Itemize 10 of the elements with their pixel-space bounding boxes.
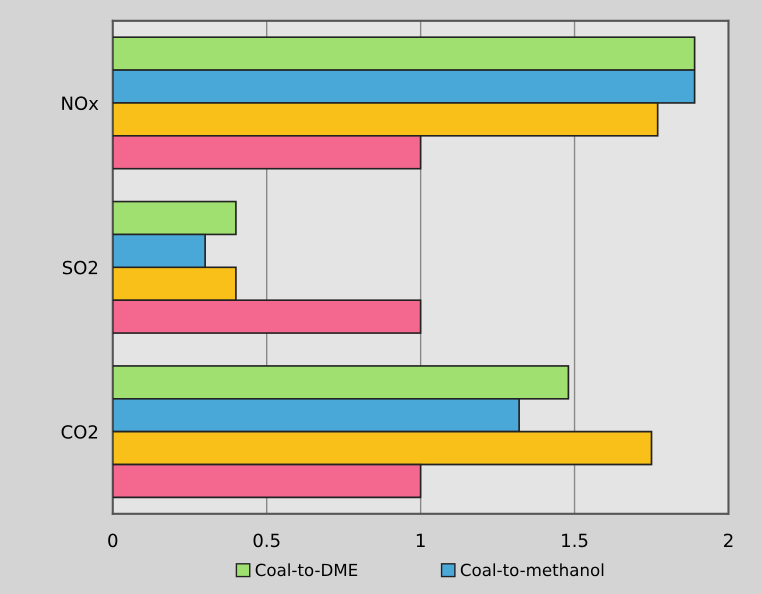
y-tick-label: NOx <box>62 96 98 110</box>
legend-label: Coal-to-methanol <box>460 563 604 576</box>
x-tick-label: 0 <box>108 534 118 548</box>
y-tick-label: SO2 <box>62 260 98 274</box>
x-tick-label: 2 <box>724 534 732 547</box>
x-tick-label: 1 <box>416 534 425 547</box>
x-tick-label: 1.5 <box>562 534 588 548</box>
y-tick-label: CO2 <box>62 425 98 439</box>
legend-label: Coal-to-DME <box>256 563 358 576</box>
x-tick-label: 0.5 <box>254 534 280 548</box>
